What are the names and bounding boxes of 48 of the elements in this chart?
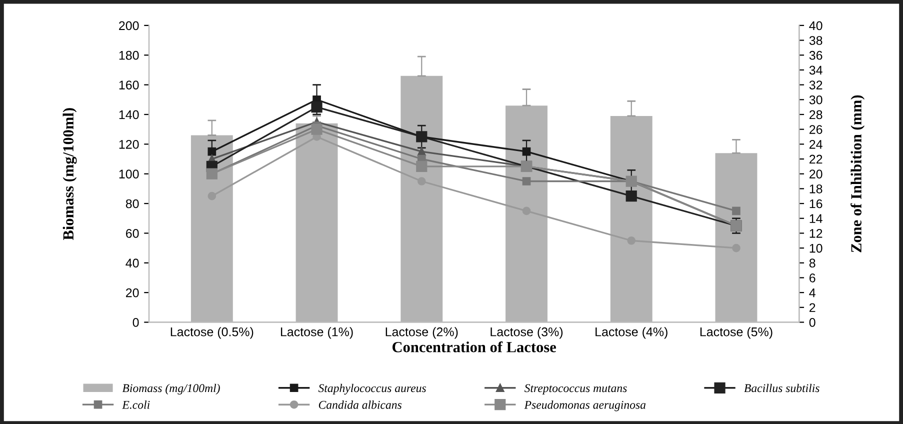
- y2-axis-title: Zone of Inhibition (mm): [850, 95, 865, 252]
- legend-label: Biomass (mg/100ml): [122, 384, 220, 395]
- legend-label: Streptococcus mutans: [524, 384, 627, 395]
- y2-tick-label: 30: [809, 95, 822, 104]
- legend-label: Bacillus subtilis: [744, 384, 820, 392]
- legend-label: E.coli: [122, 400, 150, 409]
- y-tick-label: 200: [119, 21, 139, 30]
- x-tick-label: Lactose (2%): [386, 327, 458, 339]
- y2-tick-label: 22: [810, 154, 822, 164]
- y-tick-label: 120: [119, 140, 139, 149]
- y2-tick-label: 36: [809, 50, 822, 60]
- y2-tick-label: 14: [810, 214, 822, 223]
- y-tick-label: 0: [132, 318, 139, 327]
- y2-tick-label: 32: [809, 80, 822, 90]
- y-tick-label: 80: [126, 199, 139, 208]
- x-axis-title: Concentration of Lactose: [392, 341, 556, 352]
- y2-tick-label: 6: [810, 274, 816, 282]
- y2-tick-label: 20: [810, 170, 822, 178]
- y2-tick-label: 16: [810, 199, 822, 208]
- y2-tick-label: 4: [809, 288, 816, 298]
- y2-tick-label: 18: [810, 184, 822, 194]
- y-tick-label: 100: [119, 170, 139, 178]
- x-tick-label: Lactose (5%): [700, 327, 772, 339]
- y2-tick-label: 24: [810, 140, 822, 149]
- y2-tick-label: 28: [810, 110, 822, 120]
- y2-tick-label: 8: [809, 258, 816, 268]
- y2-tick-label: 26: [810, 125, 822, 134]
- x-tick-label: Lactose (3%): [490, 327, 563, 339]
- x-tick-label: Lactose (0.5%): [170, 327, 254, 339]
- y2-tick-label: 40: [809, 21, 822, 30]
- y-axis-title: Biomass (mg/100ml): [62, 108, 77, 240]
- y-tick-label: 180: [119, 50, 139, 60]
- y2-tick-label: 38: [809, 36, 822, 45]
- legend-label: Pseudomonas aeruginosa: [524, 400, 646, 412]
- y-tick-label: 60: [126, 229, 139, 238]
- x-tick-label: Lactose (1%): [280, 327, 353, 339]
- y2-tick-label: 12: [810, 229, 822, 238]
- legend-label: Staphylococcus aureus: [318, 384, 426, 395]
- legend-label: Candida albicans: [318, 400, 402, 409]
- y-tick-label: 20: [126, 288, 139, 298]
- y2-tick-label: 34: [809, 66, 822, 75]
- y2-tick-label: 2: [810, 303, 816, 312]
- y-tick-label: 140: [119, 110, 139, 120]
- y-tick-label: 40: [126, 258, 139, 268]
- y2-tick-label: 10: [810, 244, 822, 253]
- y2-tick-label: 0: [809, 318, 816, 327]
- y-tick-label: 160: [119, 80, 139, 90]
- x-tick-label: Lactose (4%): [596, 327, 668, 339]
